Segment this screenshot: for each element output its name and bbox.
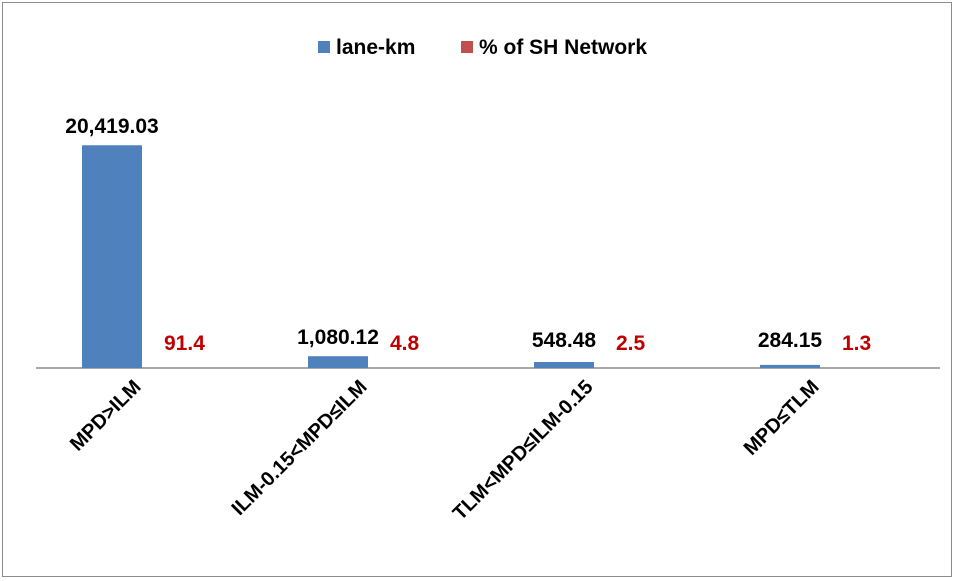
- data-label-percent-sh-network: 2.5: [616, 332, 646, 355]
- bar-lane-km: [82, 145, 142, 368]
- data-label-lane-km: 284.15: [758, 329, 823, 352]
- legend-label-percent-sh-network: % of SH Network: [479, 36, 647, 59]
- data-label-percent-sh-network: 1.3: [842, 332, 871, 355]
- legend-label-lane-km: lane-km: [336, 36, 415, 59]
- bar-lane-km: [760, 364, 820, 368]
- bar-lane-km: [308, 356, 368, 368]
- x-tick-label: MPD>ILM: [66, 376, 146, 456]
- legend-swatch-lane-km: [318, 41, 330, 53]
- x-tick-label: ILM-0.15<MPD≤ILM: [228, 376, 372, 520]
- x-tick-label: TLM<MPD≤ILM-0.15: [449, 376, 598, 525]
- data-label-lane-km: 548.48: [532, 329, 597, 352]
- bar-lane-km: [534, 362, 594, 368]
- data-label-percent-sh-network: 4.8: [390, 332, 420, 355]
- data-label-percent-sh-network: 91.4: [164, 332, 205, 355]
- data-label-lane-km: 1,080.12: [297, 326, 379, 349]
- data-label-lane-km: 20,419.03: [65, 115, 158, 138]
- legend-swatch-percent-sh-network: [461, 41, 473, 53]
- x-tick-label: MPD≤TLM: [740, 376, 824, 460]
- chart-marks: 20,419.03 91.4 MPD>ILM 1,080.12 4.8 ILM-0.15<…: [65, 115, 871, 524]
- legend: lane-km % of SH Network: [318, 36, 647, 59]
